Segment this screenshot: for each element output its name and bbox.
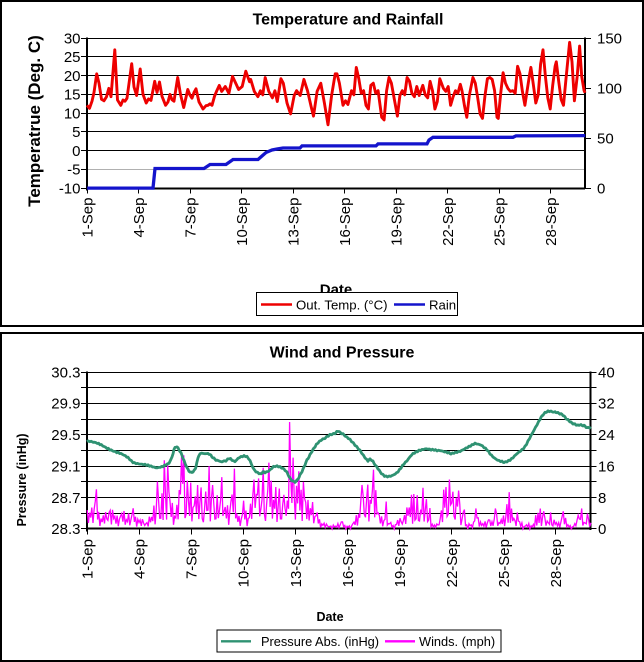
- svg-text:1-Sep: 1-Sep: [80, 198, 97, 238]
- svg-text:7-Sep: 7-Sep: [183, 198, 200, 238]
- svg-text:0: 0: [597, 180, 605, 197]
- svg-text:Out. Temp. (°C): Out. Temp. (°C): [296, 297, 388, 312]
- svg-text:Date: Date: [316, 610, 343, 624]
- svg-text:Temperature and Rainfall: Temperature and Rainfall: [253, 12, 444, 29]
- svg-text:19-Sep: 19-Sep: [389, 198, 406, 246]
- svg-text:28-Sep: 28-Sep: [548, 539, 565, 587]
- svg-text:8: 8: [598, 490, 606, 507]
- svg-text:24: 24: [598, 427, 615, 444]
- svg-text:5: 5: [72, 124, 80, 141]
- svg-text:Temperatrue (Deg. C): Temperatrue (Deg. C): [25, 35, 44, 207]
- svg-text:25: 25: [64, 49, 81, 66]
- svg-text:29.1: 29.1: [51, 458, 80, 475]
- svg-text:22-Sep: 22-Sep: [444, 539, 461, 587]
- svg-text:1-Sep: 1-Sep: [80, 539, 97, 579]
- svg-text:30: 30: [64, 30, 81, 47]
- svg-text:30.3: 30.3: [51, 364, 80, 381]
- svg-text:10: 10: [64, 105, 81, 122]
- svg-text:16-Sep: 16-Sep: [337, 198, 354, 246]
- svg-text:150: 150: [597, 30, 622, 47]
- svg-text:32: 32: [598, 396, 615, 413]
- svg-text:0: 0: [72, 143, 80, 160]
- svg-text:28.3: 28.3: [51, 521, 80, 538]
- svg-text:16-Sep: 16-Sep: [340, 539, 357, 587]
- svg-text:Wind and Pressure: Wind and Pressure: [270, 345, 415, 362]
- svg-text:100: 100: [597, 80, 622, 97]
- svg-text:40: 40: [598, 364, 615, 381]
- svg-text:13-Sep: 13-Sep: [288, 539, 305, 587]
- svg-text:28.7: 28.7: [51, 490, 80, 507]
- svg-text:-5: -5: [67, 162, 80, 179]
- svg-text:25-Sep: 25-Sep: [492, 197, 509, 245]
- svg-text:Pressure (inHg): Pressure (inHg): [15, 433, 29, 526]
- svg-text:10-Sep: 10-Sep: [234, 198, 251, 246]
- svg-text:13-Sep: 13-Sep: [286, 198, 303, 246]
- svg-text:29.5: 29.5: [51, 427, 80, 444]
- svg-text:19-Sep: 19-Sep: [392, 539, 409, 587]
- svg-text:29.9: 29.9: [51, 396, 80, 413]
- svg-text:50: 50: [597, 130, 614, 147]
- svg-text:15: 15: [64, 87, 81, 104]
- svg-text:25-Sep: 25-Sep: [496, 539, 513, 587]
- svg-text:16: 16: [598, 458, 615, 475]
- svg-text:10-Sep: 10-Sep: [236, 539, 253, 587]
- svg-text:7-Sep: 7-Sep: [184, 539, 201, 579]
- svg-text:28-Sep: 28-Sep: [543, 198, 560, 246]
- svg-text:Rain: Rain: [429, 297, 456, 312]
- svg-text:-10: -10: [59, 180, 81, 197]
- svg-text:4-Sep: 4-Sep: [131, 198, 148, 238]
- svg-text:0: 0: [598, 521, 606, 538]
- svg-text:4-Sep: 4-Sep: [132, 539, 149, 579]
- svg-text:22-Sep: 22-Sep: [440, 198, 457, 246]
- svg-text:Pressure Abs. (inHg): Pressure Abs. (inHg): [261, 634, 379, 649]
- svg-text:20: 20: [64, 68, 81, 85]
- svg-text:Winds. (mph): Winds. (mph): [419, 634, 495, 649]
